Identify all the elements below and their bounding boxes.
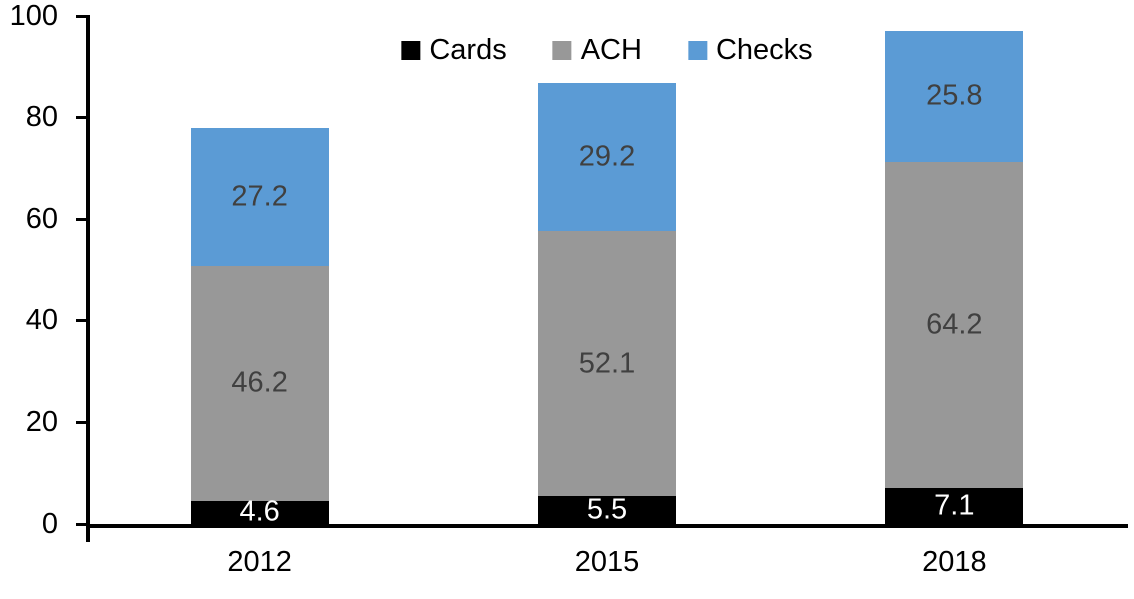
bar-segment-cards bbox=[190, 500, 329, 524]
legend-marker-icon bbox=[401, 41, 421, 60]
bar-value-label: 5.5 bbox=[586, 493, 628, 526]
x-axis-line bbox=[86, 524, 1128, 528]
bar-segment-cards bbox=[538, 496, 676, 524]
bar-segment-ach bbox=[190, 265, 329, 501]
y-axis-tick-mark bbox=[76, 522, 90, 526]
y-axis-tick-mark bbox=[76, 217, 90, 221]
x-axis-tick-label: 2012 bbox=[227, 546, 292, 578]
legend-marker-icon bbox=[687, 41, 707, 60]
bar-value-label: 29.2 bbox=[578, 140, 636, 173]
legend-label: Cards bbox=[429, 34, 507, 66]
bar-value-label: 64.2 bbox=[926, 308, 983, 341]
bar-segment-checks bbox=[190, 127, 329, 266]
bar-value-label: 7.1 bbox=[934, 489, 975, 522]
bar-value-label: 25.8 bbox=[926, 79, 983, 112]
bar-value-label: 52.1 bbox=[578, 347, 636, 380]
y-axis-tick-label: 80 bbox=[25, 101, 58, 134]
y-axis-tick-label: 100 bbox=[9, 0, 58, 32]
y-axis-tick-mark bbox=[76, 420, 90, 424]
legend-item-cards: Cards bbox=[401, 34, 507, 66]
y-axis-tick-mark bbox=[76, 319, 90, 323]
bar-segment-ach bbox=[885, 161, 1024, 488]
legend-marker-icon bbox=[552, 41, 572, 60]
x-axis-tick-label: 2018 bbox=[922, 546, 987, 578]
bar-segment-ach bbox=[538, 231, 676, 497]
y-axis-line bbox=[86, 16, 90, 542]
bar-segment-checks bbox=[885, 30, 1024, 162]
legend-label: Checks bbox=[715, 34, 813, 66]
legend: Cards ACH Checks bbox=[401, 34, 813, 66]
y-axis-tick-mark bbox=[76, 14, 90, 18]
bar-value-label: 46.2 bbox=[231, 366, 288, 399]
legend-item-checks: Checks bbox=[687, 34, 813, 66]
bar-value-label: 27.2 bbox=[231, 180, 288, 213]
bar-segment-checks bbox=[538, 83, 676, 232]
y-axis-tick-label: 20 bbox=[25, 405, 58, 438]
y-axis-tick-mark bbox=[76, 116, 90, 120]
bar-segment-cards bbox=[885, 487, 1024, 524]
y-axis-tick-label: 0 bbox=[41, 507, 58, 540]
bar-value-label: 4.6 bbox=[239, 495, 280, 528]
legend-item-ach: ACH bbox=[552, 34, 642, 66]
y-axis-tick-label: 40 bbox=[25, 304, 58, 337]
x-axis-tick-label: 2015 bbox=[574, 546, 640, 578]
y-axis-tick-label: 60 bbox=[25, 202, 58, 235]
legend-label: ACH bbox=[580, 34, 642, 66]
